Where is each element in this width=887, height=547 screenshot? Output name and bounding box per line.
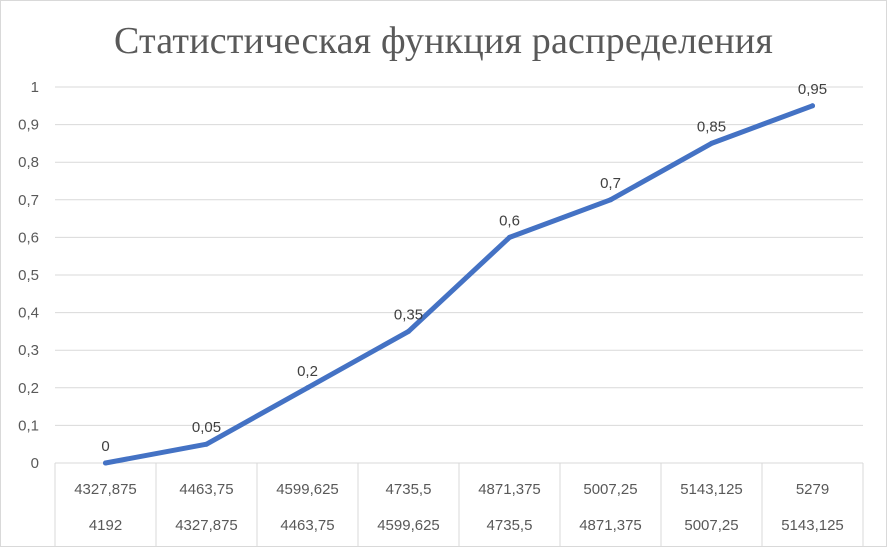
data-label: 0 bbox=[101, 438, 109, 455]
y-tick-label: 0,4 bbox=[18, 305, 39, 322]
x-tick-label-upper: 5007,25 bbox=[583, 481, 637, 498]
y-tick-label: 0,2 bbox=[18, 380, 39, 397]
x-tick-label-upper: 4599,625 bbox=[276, 481, 339, 498]
y-tick-label: 0,6 bbox=[18, 229, 39, 246]
y-tick-label: 0,1 bbox=[18, 417, 39, 434]
data-label: 0,7 bbox=[600, 175, 621, 192]
x-tick-label-lower: 5143,125 bbox=[781, 517, 844, 534]
x-tick-label-upper: 4735,5 bbox=[386, 481, 432, 498]
y-tick-label: 0,3 bbox=[18, 342, 39, 359]
data-point bbox=[507, 234, 512, 240]
x-tick-label-upper: 4463,75 bbox=[179, 481, 233, 498]
data-label: 0,05 bbox=[192, 419, 221, 436]
data-point bbox=[608, 197, 613, 203]
data-label: 0,85 bbox=[697, 118, 726, 135]
x-tick-label-upper: 5279 bbox=[796, 481, 829, 498]
series-line bbox=[103, 103, 815, 466]
x-tick-label-lower: 4735,5 bbox=[487, 517, 533, 534]
data-point bbox=[305, 385, 310, 391]
x-tick-label-upper: 4871,375 bbox=[478, 481, 541, 498]
data-point bbox=[709, 140, 714, 146]
data-point bbox=[204, 441, 209, 447]
x-tick-label-lower: 4599,625 bbox=[377, 517, 440, 534]
data-point bbox=[810, 103, 815, 109]
y-tick-label: 0 bbox=[31, 455, 39, 472]
y-tick-label: 0,7 bbox=[18, 192, 39, 209]
x-tick-label-upper: 5143,125 bbox=[680, 481, 743, 498]
data-label: 0,2 bbox=[297, 363, 318, 380]
x-tick-label-lower: 5007,25 bbox=[684, 517, 738, 534]
y-tick-label: 0,8 bbox=[18, 154, 39, 171]
data-label: 0,35 bbox=[394, 306, 423, 323]
x-tick-label-upper: 4327,875 bbox=[74, 481, 137, 498]
chart-title: Статистическая функция распределения bbox=[113, 20, 773, 62]
x-tick-label-lower: 4871,375 bbox=[579, 517, 642, 534]
y-tick-label: 0,5 bbox=[18, 267, 39, 284]
y-tick-label: 0,9 bbox=[18, 117, 39, 134]
data-point bbox=[406, 328, 411, 334]
x-tick-label-lower: 4463,75 bbox=[280, 517, 334, 534]
y-tick-label: 1 bbox=[31, 79, 39, 96]
data-label: 0,95 bbox=[798, 81, 827, 98]
data-label: 0,6 bbox=[499, 212, 520, 229]
x-tick-label-lower: 4192 bbox=[89, 517, 122, 534]
data-point bbox=[103, 460, 108, 466]
x-tick-label-lower: 4327,875 bbox=[175, 517, 238, 534]
